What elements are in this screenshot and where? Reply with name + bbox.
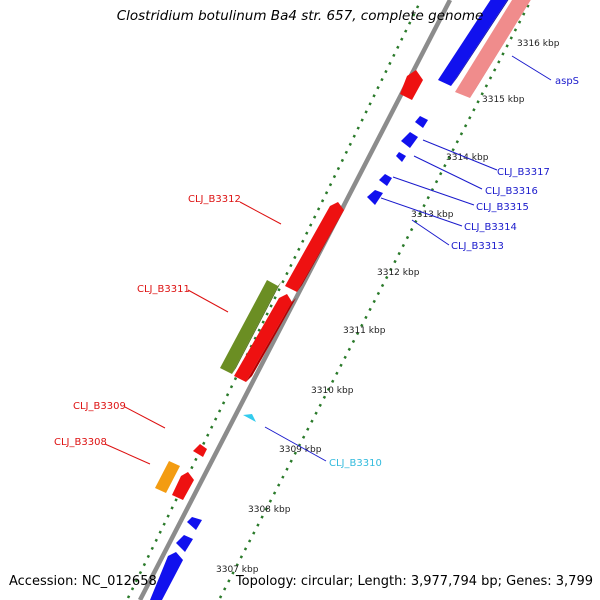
reverse-gene-bottom <box>150 517 202 600</box>
gene-CLJ_B3308-orange <box>155 461 180 493</box>
gene-label-CLJ_B3311: CLJ_B3311 <box>137 284 190 295</box>
tick-label: 3310 kbp <box>311 386 354 396</box>
gene-label-CLJ_B3313: CLJ_B3313 <box>451 241 504 252</box>
gene-label-CLJ_B3316: CLJ_B3316 <box>485 186 538 197</box>
gene-label-CLJ_B3317: CLJ_B3317 <box>497 167 550 178</box>
trna-CLJ_B3310 <box>243 414 256 422</box>
tick-label: 3315 kbp <box>482 95 525 105</box>
green-feature <box>220 280 281 374</box>
tick-label: 3316 kbp <box>517 39 560 49</box>
aspS-gene <box>438 0 509 86</box>
tick-label: 3313 kbp <box>411 210 454 220</box>
gene-label-CLJ_B3310: CLJ_B3310 <box>329 458 382 469</box>
tick-label: 3309 kbp <box>279 445 322 455</box>
genome-backbone <box>138 0 452 600</box>
map-title: Clostridium botulinum Ba4 str. 657, comp… <box>116 8 484 24</box>
gene-CLJ_B3312 <box>285 202 347 292</box>
right-label-leaders <box>264 55 552 462</box>
forward-gene-top <box>400 70 423 100</box>
gene-label-CLJ_B3312: CLJ_B3312 <box>188 194 241 205</box>
left-label-leaders <box>104 201 282 465</box>
reverse-gene-cluster <box>367 116 428 205</box>
tick-label: 3307 kbp <box>216 565 259 575</box>
tick-label: 3311 kbp <box>343 326 386 336</box>
gene-label-CLJ_B3308: CLJ_B3308 <box>54 437 107 448</box>
inner-dotted-ring <box>218 1 532 599</box>
gene-label-aspS: aspS <box>555 76 579 87</box>
gene-CLJ_B3308-red <box>172 472 194 500</box>
accession-label: Accession: NC_012658 <box>9 574 157 589</box>
gene-CLJ_B3309 <box>193 444 207 457</box>
gene-label-CLJ_B3315: CLJ_B3315 <box>476 202 529 213</box>
gene-label-CLJ_B3309: CLJ_B3309 <box>73 401 126 412</box>
gene-label-CLJ_B3314: CLJ_B3314 <box>464 222 517 233</box>
tick-label: 3308 kbp <box>248 505 291 515</box>
rrna-feature <box>455 0 531 98</box>
gene-CLJ_B3311-red <box>234 294 296 382</box>
tick-label: 3312 kbp <box>377 268 420 278</box>
topology-label: Topology: circular; Length: 3,977,794 bp… <box>235 574 593 589</box>
